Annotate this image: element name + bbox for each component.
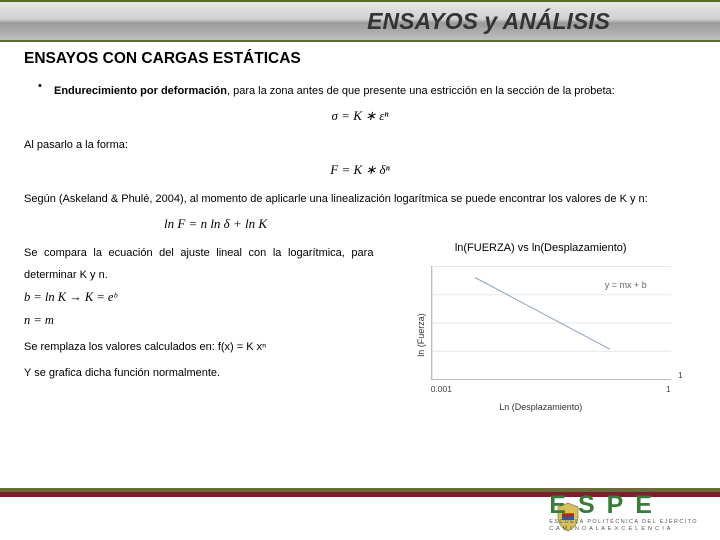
paragraph-forma: Al pasarlo a la forma: bbox=[24, 134, 696, 156]
math-line-2: n = m bbox=[24, 313, 373, 328]
chart: ln (Fuerza) y = mx + b 0.001 1 1 Ln (Des… bbox=[401, 260, 681, 410]
math-line-1: b = ln K → K = eᵇ bbox=[24, 290, 373, 305]
paragraph-askeland: Según (Askeland & Phulé, 2004), al momen… bbox=[24, 188, 696, 210]
section-title: ENSAYOS CON CARGAS ESTÁTICAS bbox=[24, 50, 696, 68]
y-tick-max: 1 bbox=[678, 370, 683, 380]
bullet-text: Endurecimiento por deformación, para la … bbox=[54, 80, 696, 102]
equation-3: ln F = n ln δ + ln K bbox=[84, 216, 696, 232]
chart-plot-area: y = mx + b bbox=[431, 266, 671, 380]
logo-letters: ESPE bbox=[549, 493, 698, 518]
bullet-item: • Endurecimiento por deformación, para l… bbox=[24, 80, 696, 102]
left-column: Se compara la ecuación del ajuste lineal… bbox=[24, 242, 373, 410]
two-column-row: Se compara la ecuación del ajuste lineal… bbox=[24, 242, 696, 410]
left-line-2: Se remplaza los valores calculados en: f… bbox=[24, 336, 373, 358]
chart-y-label: ln (Fuerza) bbox=[415, 313, 425, 357]
x-tick-min: 0.001 bbox=[431, 384, 452, 394]
content-area: ENSAYOS CON CARGAS ESTÁTICAS • Endurecim… bbox=[0, 42, 720, 410]
chart-x-label: Ln (Desplazamiento) bbox=[499, 402, 582, 412]
left-line-3: Y se grafica dicha función normalmente. bbox=[24, 362, 373, 384]
left-line-1: Se compara la ecuación del ajuste lineal… bbox=[24, 242, 373, 286]
bullet-lead: Endurecimiento por deformación bbox=[54, 85, 227, 97]
footer: ESPE ESCUELA POLITÉCNICA DEL EJÉRCITO C … bbox=[0, 488, 720, 540]
header-bar: ENSAYOS y ANÁLISIS bbox=[0, 0, 720, 42]
equation-1: σ = K ∗ εⁿ bbox=[24, 108, 696, 124]
logo-subtitle-2: C A M I N O A L A E X C E L E N C I A bbox=[549, 526, 698, 532]
x-tick-max: 1 bbox=[666, 384, 671, 394]
logo: ESPE ESCUELA POLITÉCNICA DEL EJÉRCITO C … bbox=[549, 493, 698, 532]
bullet-marker: • bbox=[24, 80, 54, 102]
left-line-2-text: Se remplaza los valores calculados en: f… bbox=[24, 341, 266, 353]
chart-trend-line bbox=[474, 277, 610, 350]
equation-2: F = K ∗ δⁿ bbox=[24, 162, 696, 178]
chart-equation-text: y = mx + b bbox=[605, 280, 647, 290]
logo-subtitle-1: ESCUELA POLITÉCNICA DEL EJÉRCITO bbox=[549, 519, 698, 525]
chart-title: ln(FUERZA) vs ln(Desplazamiento) bbox=[385, 242, 696, 254]
right-column: ln(FUERZA) vs ln(Desplazamiento) ln (Fue… bbox=[385, 242, 696, 410]
bullet-rest: , para la zona antes de que presente una… bbox=[227, 85, 615, 97]
page-title: ENSAYOS y ANÁLISIS bbox=[367, 8, 610, 35]
